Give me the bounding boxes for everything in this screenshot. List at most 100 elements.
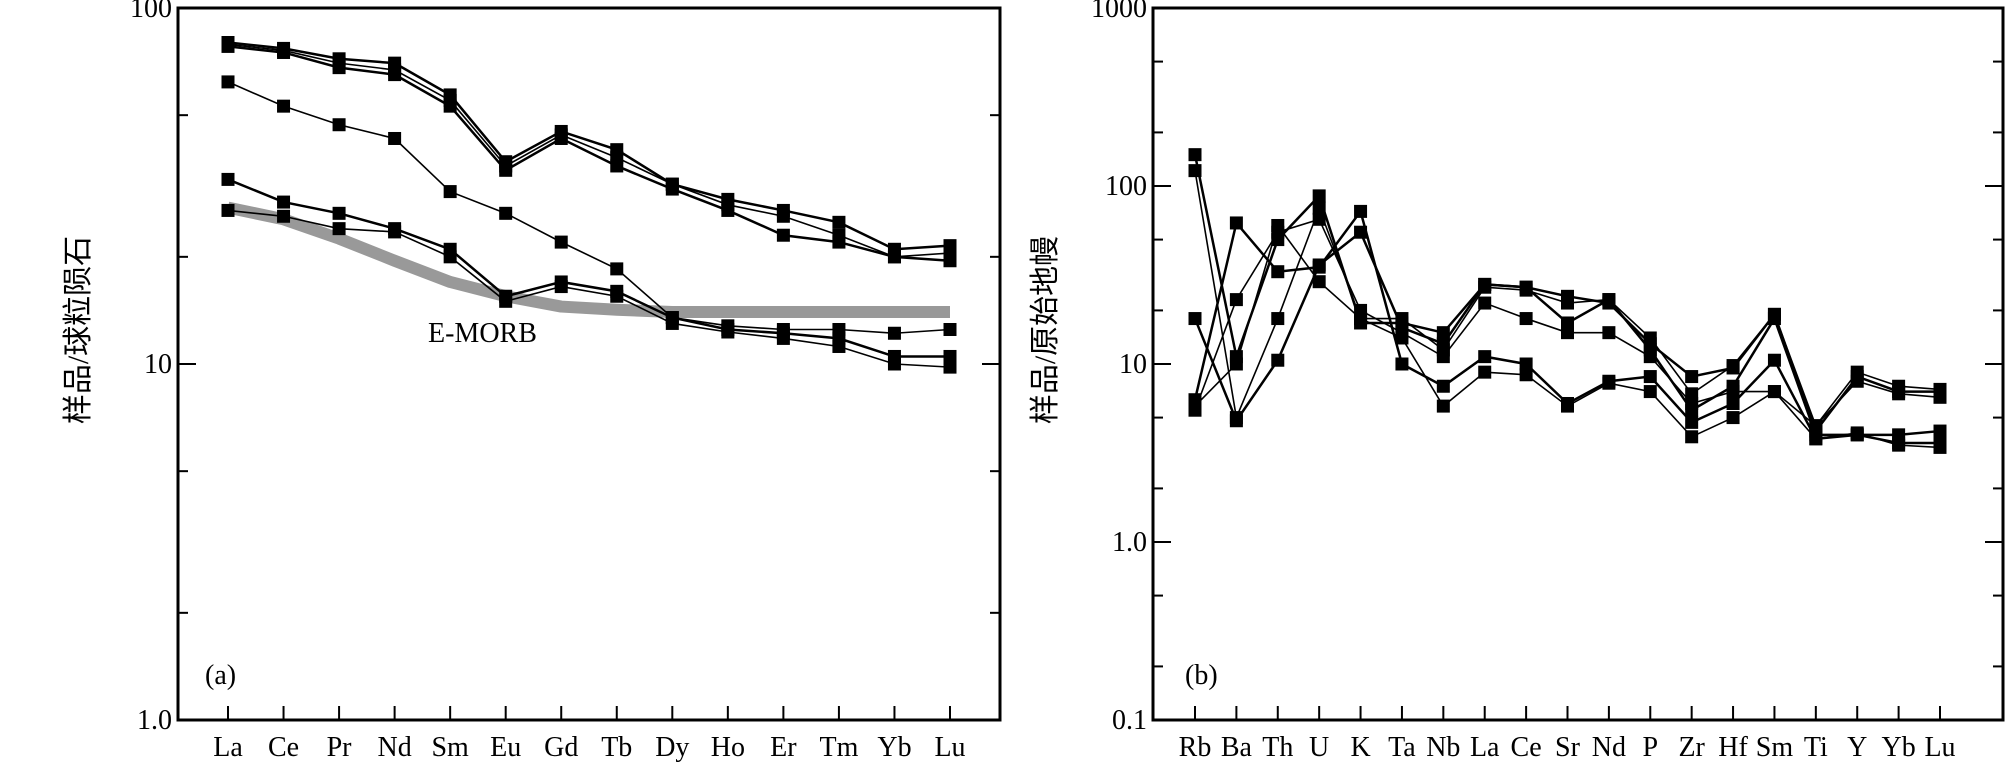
data-point: [277, 195, 291, 209]
emorb-label: E-MORB: [428, 318, 537, 349]
data-point: [1933, 440, 1947, 454]
data-point: [610, 289, 624, 303]
data-point: [332, 61, 346, 75]
x-tick-label: Tb: [601, 732, 632, 763]
y-tick-label: 100: [1105, 171, 1147, 202]
data-point: [1519, 368, 1533, 382]
panel-b-series: [1188, 148, 1947, 454]
data-point: [1271, 265, 1285, 279]
data-point: [1478, 350, 1492, 364]
data-point: [1602, 326, 1616, 340]
data-point: [388, 131, 402, 145]
x-tick-label: P: [1642, 732, 1658, 763]
data-point: [1767, 307, 1781, 321]
x-tick-label: Th: [1262, 732, 1293, 763]
data-point: [1726, 361, 1740, 375]
data-point: [1726, 411, 1740, 425]
x-tick-label: Rb: [1179, 732, 1212, 763]
data-point: [1602, 296, 1616, 310]
data-point: [277, 99, 291, 113]
data-point: [1188, 148, 1202, 162]
data-point: [1478, 365, 1492, 379]
x-tick-label: Tm: [819, 732, 858, 763]
data-point: [1395, 357, 1409, 371]
data-point: [1312, 275, 1326, 289]
data-point: [554, 131, 568, 145]
x-tick-label: Dy: [655, 732, 689, 763]
x-tick-label: Nd: [377, 732, 411, 763]
x-tick-label: Nb: [1426, 732, 1460, 763]
series-sample-5: [221, 172, 957, 363]
x-tick-label: K: [1350, 732, 1370, 763]
y-tick-label: 10: [1119, 349, 1147, 380]
data-point: [832, 339, 846, 353]
data-point: [1685, 370, 1699, 384]
data-point: [1561, 326, 1574, 340]
x-tick-label: Lu: [934, 732, 965, 763]
data-point: [1436, 326, 1450, 340]
data-point: [610, 262, 624, 276]
data-point: [277, 209, 291, 223]
data-point: [1271, 218, 1285, 232]
x-tick-label: Ba: [1221, 732, 1253, 763]
x-tick-label: U: [1309, 732, 1329, 763]
data-point: [1436, 399, 1450, 413]
x-tick-label: Zr: [1678, 732, 1705, 763]
panel-b-yaxis: 0.1 1.0 10 100 1000: [1091, 0, 2003, 736]
data-point: [832, 235, 846, 249]
data-point: [1602, 376, 1616, 390]
data-point: [1271, 353, 1285, 367]
x-tick-label: Sm: [431, 732, 469, 763]
series-line: [227, 209, 951, 368]
data-point: [1850, 374, 1864, 388]
data-point: [1519, 312, 1533, 326]
data-point: [443, 250, 457, 264]
data-point: [1478, 277, 1492, 291]
data-point: [1229, 216, 1243, 230]
data-point: [943, 254, 957, 268]
data-point: [1685, 396, 1699, 410]
reference-line: [226, 201, 950, 318]
data-point: [1767, 385, 1781, 399]
x-tick-label: Ti: [1804, 732, 1828, 763]
data-point: [1643, 350, 1657, 364]
panel-a-yaxis: 1.0 10 100: [130, 0, 1000, 736]
data-point: [1312, 201, 1326, 215]
data-point: [776, 228, 790, 242]
data-point: [1271, 312, 1285, 326]
data-point: [1726, 396, 1740, 410]
x-tick-label: La: [1470, 732, 1500, 763]
x-tick-label: Ce: [1511, 732, 1542, 763]
panel-a-frame: [176, 6, 1002, 722]
data-point: [499, 163, 513, 177]
data-point: [1809, 419, 1823, 433]
data-point: [1933, 424, 1947, 438]
data-point: [1354, 225, 1368, 239]
x-tick-label: Yb: [1881, 732, 1915, 763]
series-sample-6: [221, 203, 957, 374]
panel-b-xaxis: Rb Ba Th U K Ta Nb La Ce Sr Nd P Zr Hf Sm Ti Y Yb Lu: [1179, 706, 1956, 763]
data-point: [1685, 430, 1699, 444]
data-point: [943, 323, 957, 337]
data-point: [943, 360, 957, 374]
data-point: [1229, 414, 1243, 428]
data-point: [221, 172, 235, 186]
data-point: [1229, 293, 1243, 307]
data-point: [1767, 353, 1781, 367]
series-sample-3: [221, 39, 957, 268]
data-point: [221, 75, 235, 89]
data-point: [332, 222, 346, 236]
data-point: [1436, 379, 1450, 393]
x-tick-label: Sm: [1756, 732, 1794, 763]
series-line: [227, 41, 951, 251]
panel-a: 样品/球粒陨石 (a) E-MORB 1.0 10 100 La Ce Pr Nd Sm Eu…: [62, 0, 1002, 763]
data-point: [554, 235, 568, 249]
data-point: [1312, 212, 1326, 226]
panel-a-xaxis: La Ce Pr Nd Sm Eu Gd Tb Dy Ho Er Tm Yb Lu: [213, 706, 966, 763]
data-point: [443, 185, 457, 199]
data-point: [332, 118, 346, 132]
data-point: [1643, 385, 1657, 399]
y-tick-label: 100: [130, 0, 172, 24]
data-point: [499, 206, 513, 220]
